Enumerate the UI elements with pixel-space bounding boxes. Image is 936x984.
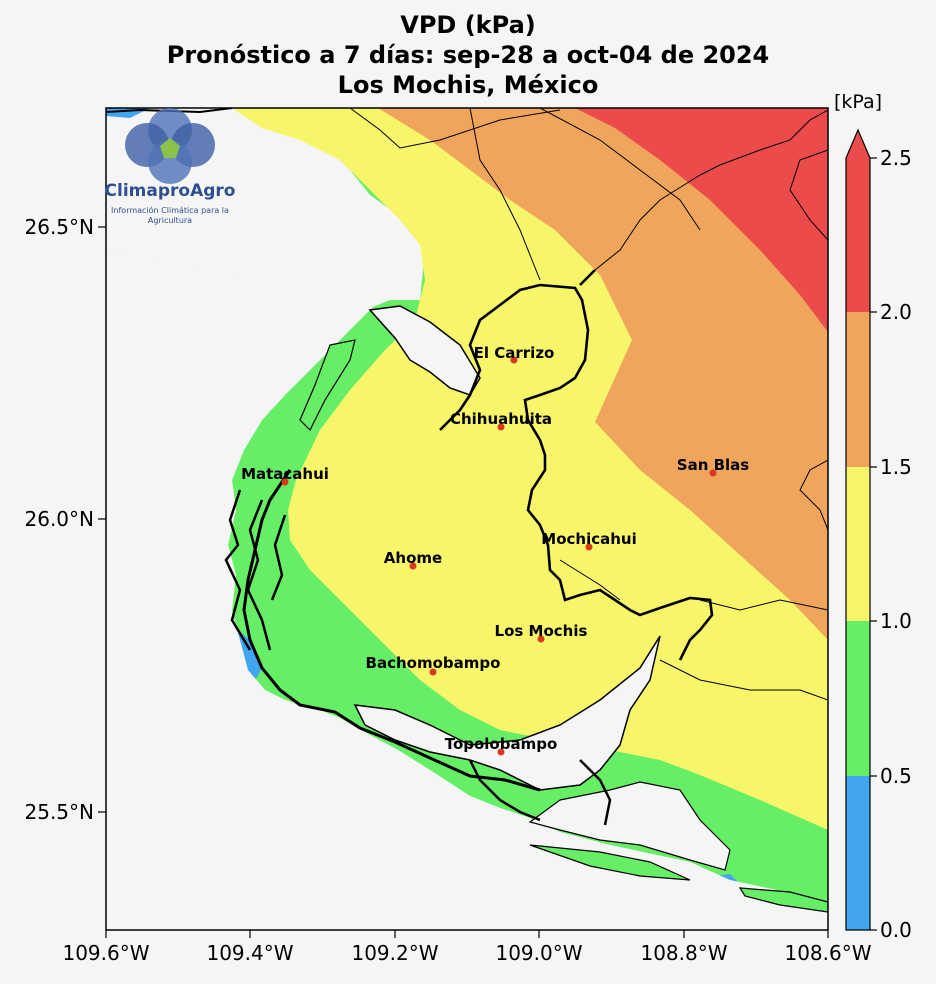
x-tick-109-0: 109.0°W [495,941,582,965]
city-el-carrizo: El Carrizo [474,344,555,364]
vpd-zone-orange [378,108,828,640]
municipal-boundaries [349,108,828,701]
svg-text:San Blas: San Blas [677,456,750,474]
svg-text:Matacahui: Matacahui [241,465,329,483]
svg-text:Topolobampo: Topolobampo [445,735,558,753]
logo-flower-icon [125,108,215,184]
colorbar-level-1-5: 1.5 [880,455,912,479]
x-tick-109-4: 109.4°W [206,941,293,965]
svg-text:Mochicahui: Mochicahui [541,530,636,548]
title-variable: VPD (kPa) [400,11,536,39]
colorbar-extend-arrow [846,130,870,158]
map-content [106,108,828,930]
colorbar-level-2-5: 2.5 [880,146,912,170]
island-1 [529,844,691,881]
island-3 [299,339,356,432]
colorbar-level-2-0: 2.0 [880,300,912,324]
cities: El Carrizo Chihuahuita San Blas Matacahu… [241,344,749,756]
map-title: VPD (kPa) Pronóstico a 7 días: sep-28 a … [0,10,936,100]
city-mochicahui: Mochicahui [541,530,637,551]
svg-text:Chihuahuita: Chihuahuita [450,410,552,428]
city-san-blas: San Blas [677,456,750,477]
y-tick-26-5: 26.5°N [25,215,95,239]
city-topolobampo: Topolobampo [445,735,558,756]
x-axis: 109.6°W 109.4°W 109.2°W 109.0°W 108.8°W … [62,930,872,965]
logo-tagline-1: Información Climática para la [111,205,229,215]
colorbar-bin-0 [846,776,870,930]
colorbar-level-0-5: 0.5 [880,764,912,788]
svg-text:Bachomobampo: Bachomobampo [366,654,501,672]
x-tick-109-6: 109.6°W [62,941,149,965]
city-los-mochis: Los Mochis [495,622,588,643]
colorbar-bin-1 [846,621,870,776]
colorbar-bin-3 [846,312,870,467]
city-bachomobampo: Bachomobampo [366,654,501,676]
logo-tagline-2: Agricultura [148,216,192,225]
svg-text:Ahome: Ahome [384,549,442,567]
coastline-south [468,759,612,826]
city-ahome: Ahome [384,549,442,570]
vpd-zone-red [575,108,828,332]
city-matacahui: Matacahui [241,465,329,486]
x-tick-109-2: 109.2°W [351,941,438,965]
colorbar-outline [845,128,871,931]
bay-topolobampo [353,635,661,791]
city-chihuahuita: Chihuahuita [450,410,552,431]
svg-text:Los Mochis: Los Mochis [495,622,588,640]
x-tick-108-8: 108.8°W [640,941,727,965]
title-forecast-period: Pronóstico a 7 días: sep-28 a oct-04 de … [166,41,770,69]
title-location: Los Mochis, México [337,71,599,99]
district-border [439,269,714,661]
colorbar-level-0-0: 0.0 [880,918,912,942]
svg-text:El Carrizo: El Carrizo [474,344,555,362]
y-tick-25-5: 25.5°N [25,800,95,824]
coastline [242,469,541,792]
y-tick-26-0: 26.0°N [25,507,95,531]
colorbar-unit: [kPa] [834,91,882,113]
lagoon-southeast [528,781,731,871]
island-2 [738,887,828,913]
ocean-west [106,250,828,930]
coastline-west-inlets [224,489,287,651]
y-axis: 26.5°N 26.0°N 25.5°N [25,215,106,824]
colorbar-level-1-0: 1.0 [880,609,912,633]
colorbar: [kPa] 0.0 0.5 1.0 1.5 2.0 2.5 [834,91,912,942]
logo-name: ClimaproAgro [105,181,236,201]
colorbar-bin-2 [846,467,870,621]
colorbar-bin-4 [846,158,870,312]
climaproagro-logo: ClimaproAgro Información Climática para … [105,108,236,225]
x-tick-108-6: 108.6°W [784,941,871,965]
